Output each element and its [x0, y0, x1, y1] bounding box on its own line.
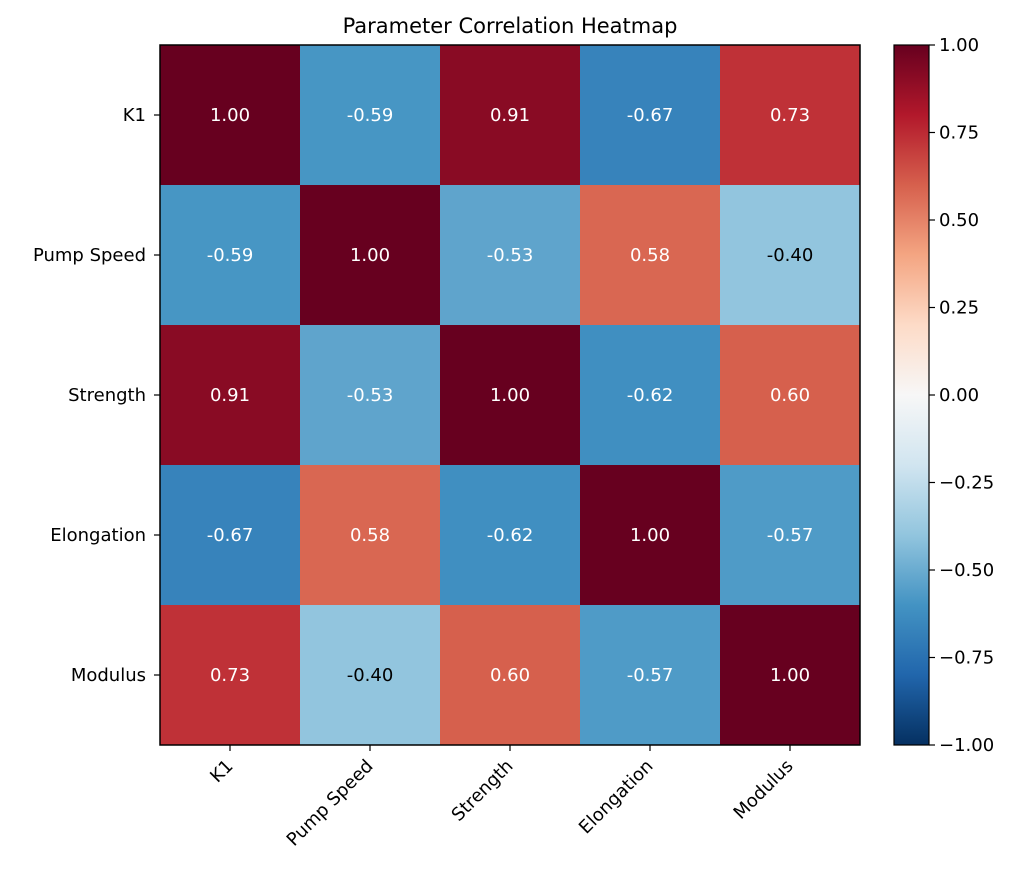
cell-value-label: -0.57 — [627, 665, 674, 686]
cell-value-label: 0.58 — [630, 245, 670, 266]
cell-value-label: 0.91 — [210, 385, 250, 406]
cell-value-label: 0.60 — [770, 385, 810, 406]
y-tick-label-strength: Strength — [68, 385, 146, 406]
x-tick-label-modulus: Modulus — [730, 756, 798, 824]
y-tick-label-modulus: Modulus — [71, 665, 146, 686]
heatmap-cell-modulus-strength — [440, 605, 581, 746]
y-tick-label-k1: K1 — [123, 105, 146, 126]
heatmap-cell-strength-elongation — [580, 325, 721, 466]
heatmap-cell-modulus-pump-speed — [300, 605, 441, 746]
colorbar-tick-label: −1.00 — [939, 735, 994, 756]
y-axis: K1 Pump Speed Strength Elongation Modulus — [33, 105, 160, 686]
heatmap-cell-elongation-pump-speed — [300, 465, 441, 606]
cell-value-label: 0.73 — [770, 105, 810, 126]
cell-value-label: -0.57 — [767, 525, 814, 546]
colorbar — [893, 44, 930, 746]
heatmap-cell-modulus-modulus — [720, 605, 861, 746]
cell-value-label: -0.62 — [487, 525, 534, 546]
cell-value-label: -0.62 — [627, 385, 674, 406]
heatmap-cell-pump-speed-modulus — [720, 185, 861, 326]
heatmap-cell-elongation-k1 — [160, 465, 301, 606]
cell-value-label: -0.53 — [487, 245, 534, 266]
colorbar-tick-label: 1.00 — [939, 35, 979, 56]
colorbar-tick-label: 0.75 — [939, 123, 979, 144]
cell-value-label: 1.00 — [490, 385, 530, 406]
y-tick-label-elongation: Elongation — [50, 525, 146, 546]
heatmap-cell-k1-modulus — [720, 45, 861, 186]
cell-value-label: 1.00 — [770, 665, 810, 686]
x-tick-label-strength: Strength — [448, 756, 518, 826]
heatmap-cell-pump-speed-elongation — [580, 185, 721, 326]
heatmap-cell-pump-speed-pump-speed — [300, 185, 441, 326]
heatmap-cell-strength-pump-speed — [300, 325, 441, 466]
cell-value-label: 0.73 — [210, 665, 250, 686]
heatmap-cell-strength-k1 — [160, 325, 301, 466]
colorbar-tick-label: −0.25 — [939, 473, 994, 494]
heatmap-cell-modulus-elongation — [580, 605, 721, 746]
colorbar-tick-label: −0.50 — [939, 560, 994, 581]
cell-value-label: -0.53 — [347, 385, 394, 406]
x-tick-label-pump-speed: Pump Speed — [283, 756, 378, 851]
cell-value-label: 1.00 — [630, 525, 670, 546]
cell-value-label: -0.67 — [207, 525, 254, 546]
heatmap-cell-modulus-k1 — [160, 605, 301, 746]
cell-value-label: -0.67 — [627, 105, 674, 126]
cell-value-label: -0.59 — [207, 245, 254, 266]
heatmap-cell-strength-modulus — [720, 325, 861, 466]
heatmap-cell-k1-strength — [440, 45, 581, 186]
cell-value-label: 1.00 — [210, 105, 250, 126]
heatmap-cell-elongation-elongation — [580, 465, 721, 606]
y-tick-label-pump-speed: Pump Speed — [33, 245, 146, 266]
colorbar-tick-label: 0.50 — [939, 210, 979, 231]
heatmap-cells: 1.00 -0.59 0.91 -0.67 0.73 -0.59 1.00 -0.53 0.58… — [160, 45, 861, 746]
cell-value-label: -0.59 — [347, 105, 394, 126]
cell-value-label: -0.40 — [347, 665, 394, 686]
heatmap-cell-elongation-strength — [440, 465, 581, 606]
x-axis: K1 Pump Speed Strength Elongation Modulus — [206, 745, 798, 851]
chart-title: Parameter Correlation Heatmap — [343, 14, 678, 38]
colorbar-tick-label: 0.25 — [939, 298, 979, 319]
colorbar-tick-label: −0.75 — [939, 648, 994, 669]
cell-value-label: 1.00 — [350, 245, 390, 266]
cell-value-label: -0.40 — [767, 245, 814, 266]
x-tick-label-k1: K1 — [206, 756, 237, 787]
colorbar-axis: 1.00 0.75 0.50 0.25 0.00 −0.25 −0.50 −0.75 −1.00 — [929, 35, 994, 756]
heatmap-cell-strength-strength — [440, 325, 581, 466]
heatmap-cell-elongation-modulus — [720, 465, 861, 606]
cell-value-label: 0.60 — [490, 665, 530, 686]
heatmap-cell-k1-pump-speed — [300, 45, 441, 186]
cell-value-label: 0.58 — [350, 525, 390, 546]
cell-value-label: 0.91 — [490, 105, 530, 126]
heatmap-cell-k1-k1 — [160, 45, 301, 186]
heatmap-cell-pump-speed-strength — [440, 185, 581, 326]
heatmap-cell-pump-speed-k1 — [160, 185, 301, 326]
colorbar-tick-label: 0.00 — [939, 385, 979, 406]
heatmap-cell-k1-elongation — [580, 45, 721, 186]
x-tick-label-elongation: Elongation — [575, 756, 658, 839]
